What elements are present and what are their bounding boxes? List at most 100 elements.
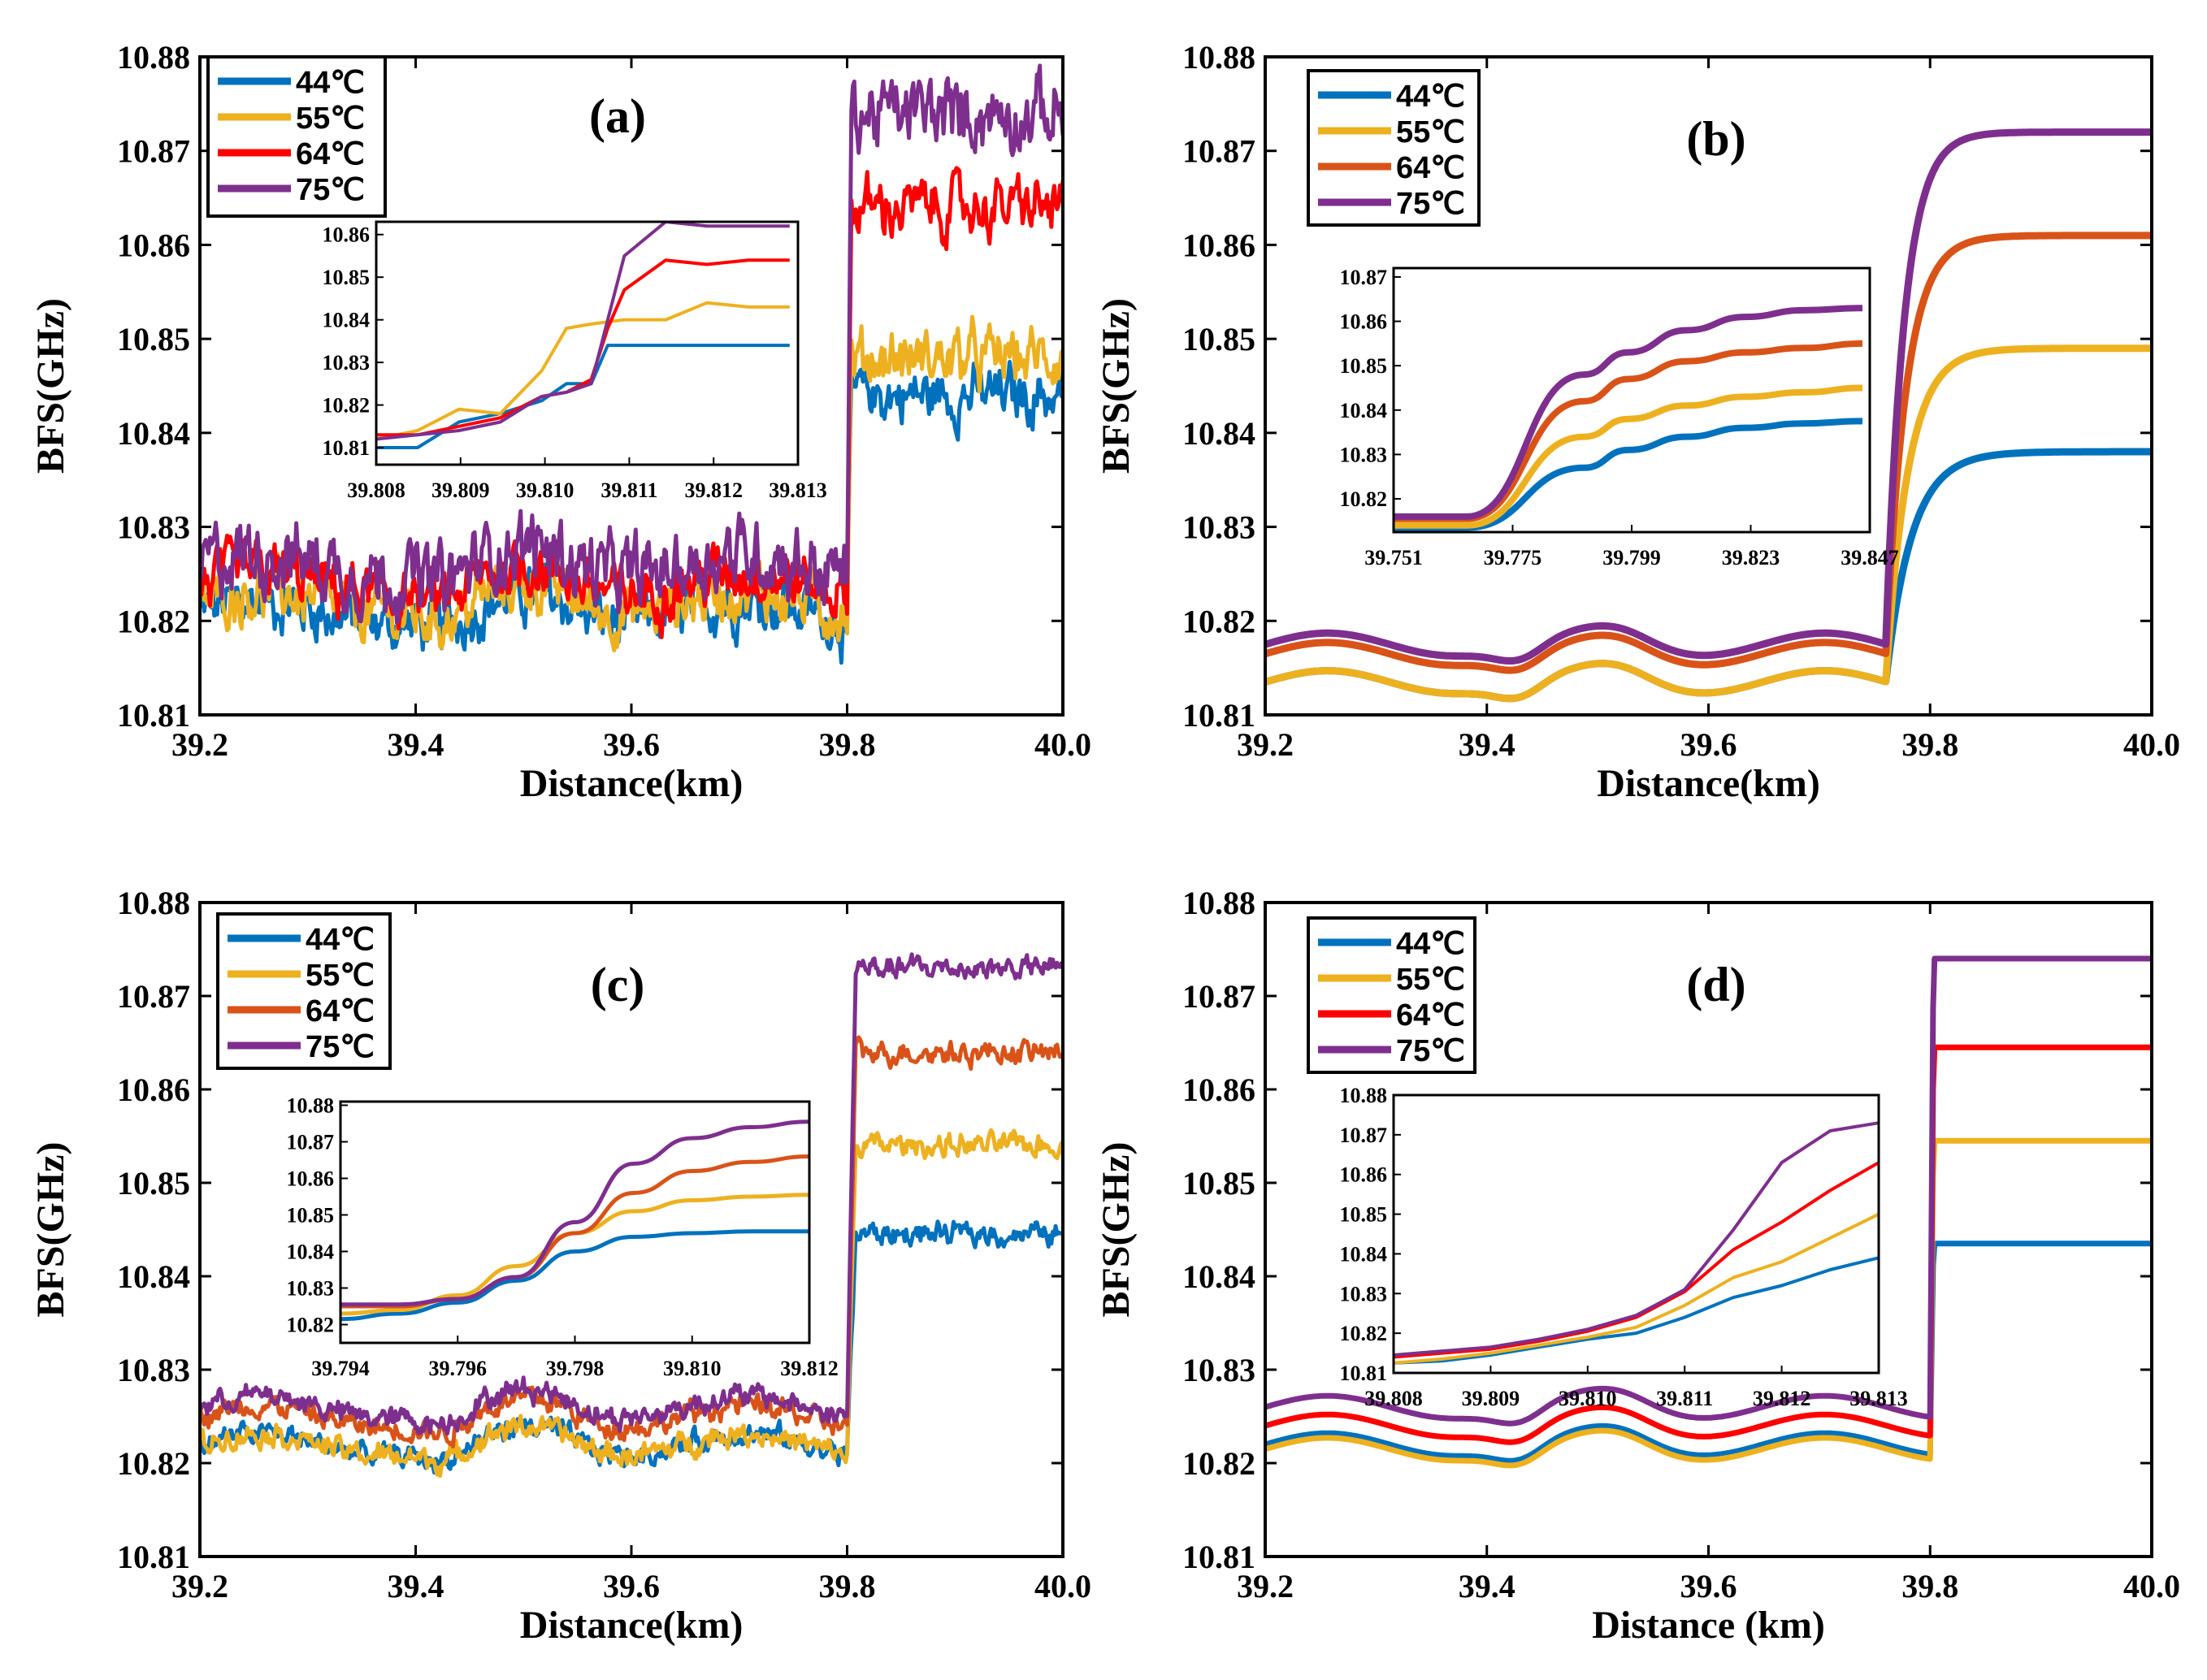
inset-y-tick-label-a-3: 10.84 bbox=[323, 309, 371, 332]
legend-label-b-3: 75℃ bbox=[1396, 187, 1465, 221]
panel-title-a: (a) bbox=[589, 89, 646, 143]
legend-label-b-0: 44℃ bbox=[1396, 80, 1465, 114]
inset-y-tick-label-c-4: 10.86 bbox=[287, 1167, 335, 1191]
x-tick-label-b-0: 39.2 bbox=[1237, 726, 1294, 763]
inset-y-tick-label-c-5: 10.87 bbox=[287, 1131, 335, 1154]
inset-y-tick-label-c-0: 10.82 bbox=[287, 1314, 335, 1337]
x-tick-label-d-0: 39.2 bbox=[1237, 1568, 1294, 1604]
inset-series-group-b bbox=[1394, 305, 1863, 531]
x-tick-label-b-4: 40.0 bbox=[2123, 726, 2180, 763]
x-tick-label-c-1: 39.4 bbox=[388, 1568, 444, 1604]
x-tick-label-a-4: 40.0 bbox=[1034, 726, 1091, 763]
panel-title-b: (b) bbox=[1686, 112, 1745, 166]
legend-c: 44℃55℃64℃75℃ bbox=[216, 912, 392, 1070]
legend-label-b-1: 55℃ bbox=[1396, 115, 1465, 149]
inset-a: 39.808 39.809 39.810 39.811 39.812 39.813 10.8… bbox=[323, 220, 827, 502]
inset-y-tick-label-d-4: 10.85 bbox=[1340, 1203, 1388, 1227]
x-axis-label-a: Distance(km) bbox=[520, 762, 744, 805]
legend-label-a-0: 44℃ bbox=[296, 66, 365, 100]
inset-line-d-0 bbox=[1394, 1256, 1879, 1365]
inset-line-d-3 bbox=[1394, 1121, 1879, 1357]
panel-a: 39.2 39.4 39.6 39.8 40.0 10.81 10.82 10.83 10.84… bbox=[29, 39, 1091, 805]
y-tick-label-b-0: 10.81 bbox=[1182, 697, 1255, 734]
inset-x-tick-label-c-2: 39.798 bbox=[546, 1357, 605, 1380]
legend-label-d-3: 75℃ bbox=[1396, 1034, 1465, 1068]
x-tick-label-b-3: 39.8 bbox=[1901, 726, 1958, 763]
x-tick-label-d-3: 39.8 bbox=[1901, 1568, 1958, 1604]
inset-x-tick-label-a-2: 39.810 bbox=[516, 478, 575, 502]
series-line-d-0 bbox=[1265, 1241, 2152, 1464]
inset-y-tick-label-b-3: 10.85 bbox=[1340, 354, 1388, 378]
inset-x-tick-label-a-1: 39.809 bbox=[431, 478, 490, 502]
inset-y-tick-label-d-0: 10.81 bbox=[1340, 1362, 1388, 1385]
inset-line-b-1 bbox=[1394, 384, 1863, 529]
legend-label-d-2: 64℃ bbox=[1396, 998, 1465, 1033]
y-tick-label-c-0: 10.81 bbox=[117, 1539, 190, 1575]
y-tick-label-d-4: 10.85 bbox=[1182, 1165, 1255, 1202]
x-tick-label-c-3: 39.8 bbox=[819, 1568, 876, 1604]
series-line-a-3 bbox=[200, 63, 1063, 626]
inset-line-d-2 bbox=[1394, 1161, 1879, 1359]
inset-x-tick-label-b-1: 39.775 bbox=[1484, 546, 1542, 569]
inset-x-tick-label-b-2: 39.799 bbox=[1602, 546, 1661, 569]
x-tick-label-b-1: 39.4 bbox=[1459, 726, 1515, 763]
y-tick-label-b-1: 10.82 bbox=[1182, 603, 1255, 639]
y-tick-label-c-2: 10.83 bbox=[117, 1352, 190, 1388]
inset-y-tick-label-c-2: 10.84 bbox=[287, 1241, 335, 1264]
legend-label-c-2: 64℃ bbox=[306, 994, 375, 1028]
y-tick-label-b-7: 10.88 bbox=[1182, 39, 1255, 76]
inset-x-tick-label-b-4: 39.847 bbox=[1841, 546, 1899, 569]
series-group-a bbox=[200, 63, 1063, 665]
inset-y-tick-label-d-7: 10.88 bbox=[1340, 1084, 1388, 1107]
x-tick-label-c-0: 39.2 bbox=[171, 1568, 228, 1604]
legend-d: 44℃55℃64℃75℃ bbox=[1307, 916, 1476, 1074]
x-tick-label-a-2: 39.6 bbox=[603, 726, 660, 763]
y-axis-label-a: BFS(GHz) bbox=[29, 298, 72, 474]
inset-x-tick-label-d-2: 39.810 bbox=[1559, 1387, 1617, 1410]
y-tick-label-a-5: 10.86 bbox=[117, 227, 190, 263]
series-line-c-2 bbox=[200, 1035, 1063, 1448]
inset-y-tick-label-b-0: 10.82 bbox=[1340, 487, 1388, 511]
panel-title-d: (d) bbox=[1686, 958, 1745, 1011]
x-tick-label-a-1: 39.4 bbox=[388, 726, 444, 763]
inset-series-group-a bbox=[376, 222, 790, 449]
inset-y-tick-label-a-1: 10.82 bbox=[323, 394, 371, 418]
series-line-d-3 bbox=[1265, 955, 2152, 1427]
y-axis-label-c: BFS(GHz) bbox=[29, 1142, 72, 1318]
series-line-b-1 bbox=[1265, 344, 2152, 703]
y-tick-label-b-6: 10.87 bbox=[1182, 133, 1255, 170]
y-axis-label-b: BFS(GHz) bbox=[1095, 298, 1138, 474]
y-tick-label-d-6: 10.87 bbox=[1182, 978, 1255, 1015]
x-axis-label-b: Distance(km) bbox=[1597, 762, 1820, 805]
panel-title-c: (c) bbox=[591, 958, 645, 1011]
y-tick-label-c-1: 10.82 bbox=[117, 1445, 190, 1482]
y-tick-label-a-2: 10.83 bbox=[117, 509, 190, 546]
inset-x-tick-label-d-3: 39.811 bbox=[1656, 1387, 1713, 1410]
inset-line-d-1 bbox=[1394, 1212, 1879, 1365]
series-line-c-3 bbox=[200, 952, 1063, 1436]
y-tick-label-b-5: 10.86 bbox=[1182, 227, 1255, 263]
legend-label-c-1: 55℃ bbox=[306, 959, 375, 993]
x-tick-label-b-2: 39.6 bbox=[1680, 726, 1737, 763]
y-tick-label-c-5: 10.86 bbox=[117, 1072, 190, 1108]
inset-series-group-c bbox=[340, 1119, 809, 1322]
inset-y-tick-label-b-1: 10.83 bbox=[1340, 443, 1388, 466]
y-tick-label-c-4: 10.85 bbox=[117, 1165, 190, 1202]
y-tick-label-c-6: 10.87 bbox=[117, 978, 190, 1015]
inset-y-tick-label-c-3: 10.85 bbox=[287, 1204, 335, 1228]
panel-c: 39.2 39.4 39.6 39.8 40.0 10.81 10.82 10.83 10.84… bbox=[29, 885, 1091, 1647]
inset-y-tick-label-d-5: 10.86 bbox=[1340, 1163, 1388, 1187]
y-tick-label-b-2: 10.83 bbox=[1182, 509, 1255, 546]
x-tick-label-a-0: 39.2 bbox=[171, 726, 228, 763]
x-tick-label-d-2: 39.6 bbox=[1680, 1568, 1737, 1604]
inset-y-tick-label-b-4: 10.86 bbox=[1340, 310, 1388, 334]
y-tick-label-a-3: 10.84 bbox=[117, 415, 190, 452]
legend-a: 44℃55℃64℃75℃ bbox=[206, 55, 387, 218]
y-tick-label-d-3: 10.84 bbox=[1182, 1258, 1255, 1295]
y-tick-label-b-3: 10.84 bbox=[1182, 415, 1255, 452]
inset-y-tick-label-a-4: 10.85 bbox=[323, 266, 371, 289]
y-tick-label-d-1: 10.82 bbox=[1182, 1445, 1255, 1482]
inset-line-c-3 bbox=[340, 1119, 809, 1307]
inset-line-a-3 bbox=[376, 222, 790, 441]
inset-b: 39.751 39.775 39.799 39.823 39.847 10.82 10.83… bbox=[1340, 266, 1899, 569]
